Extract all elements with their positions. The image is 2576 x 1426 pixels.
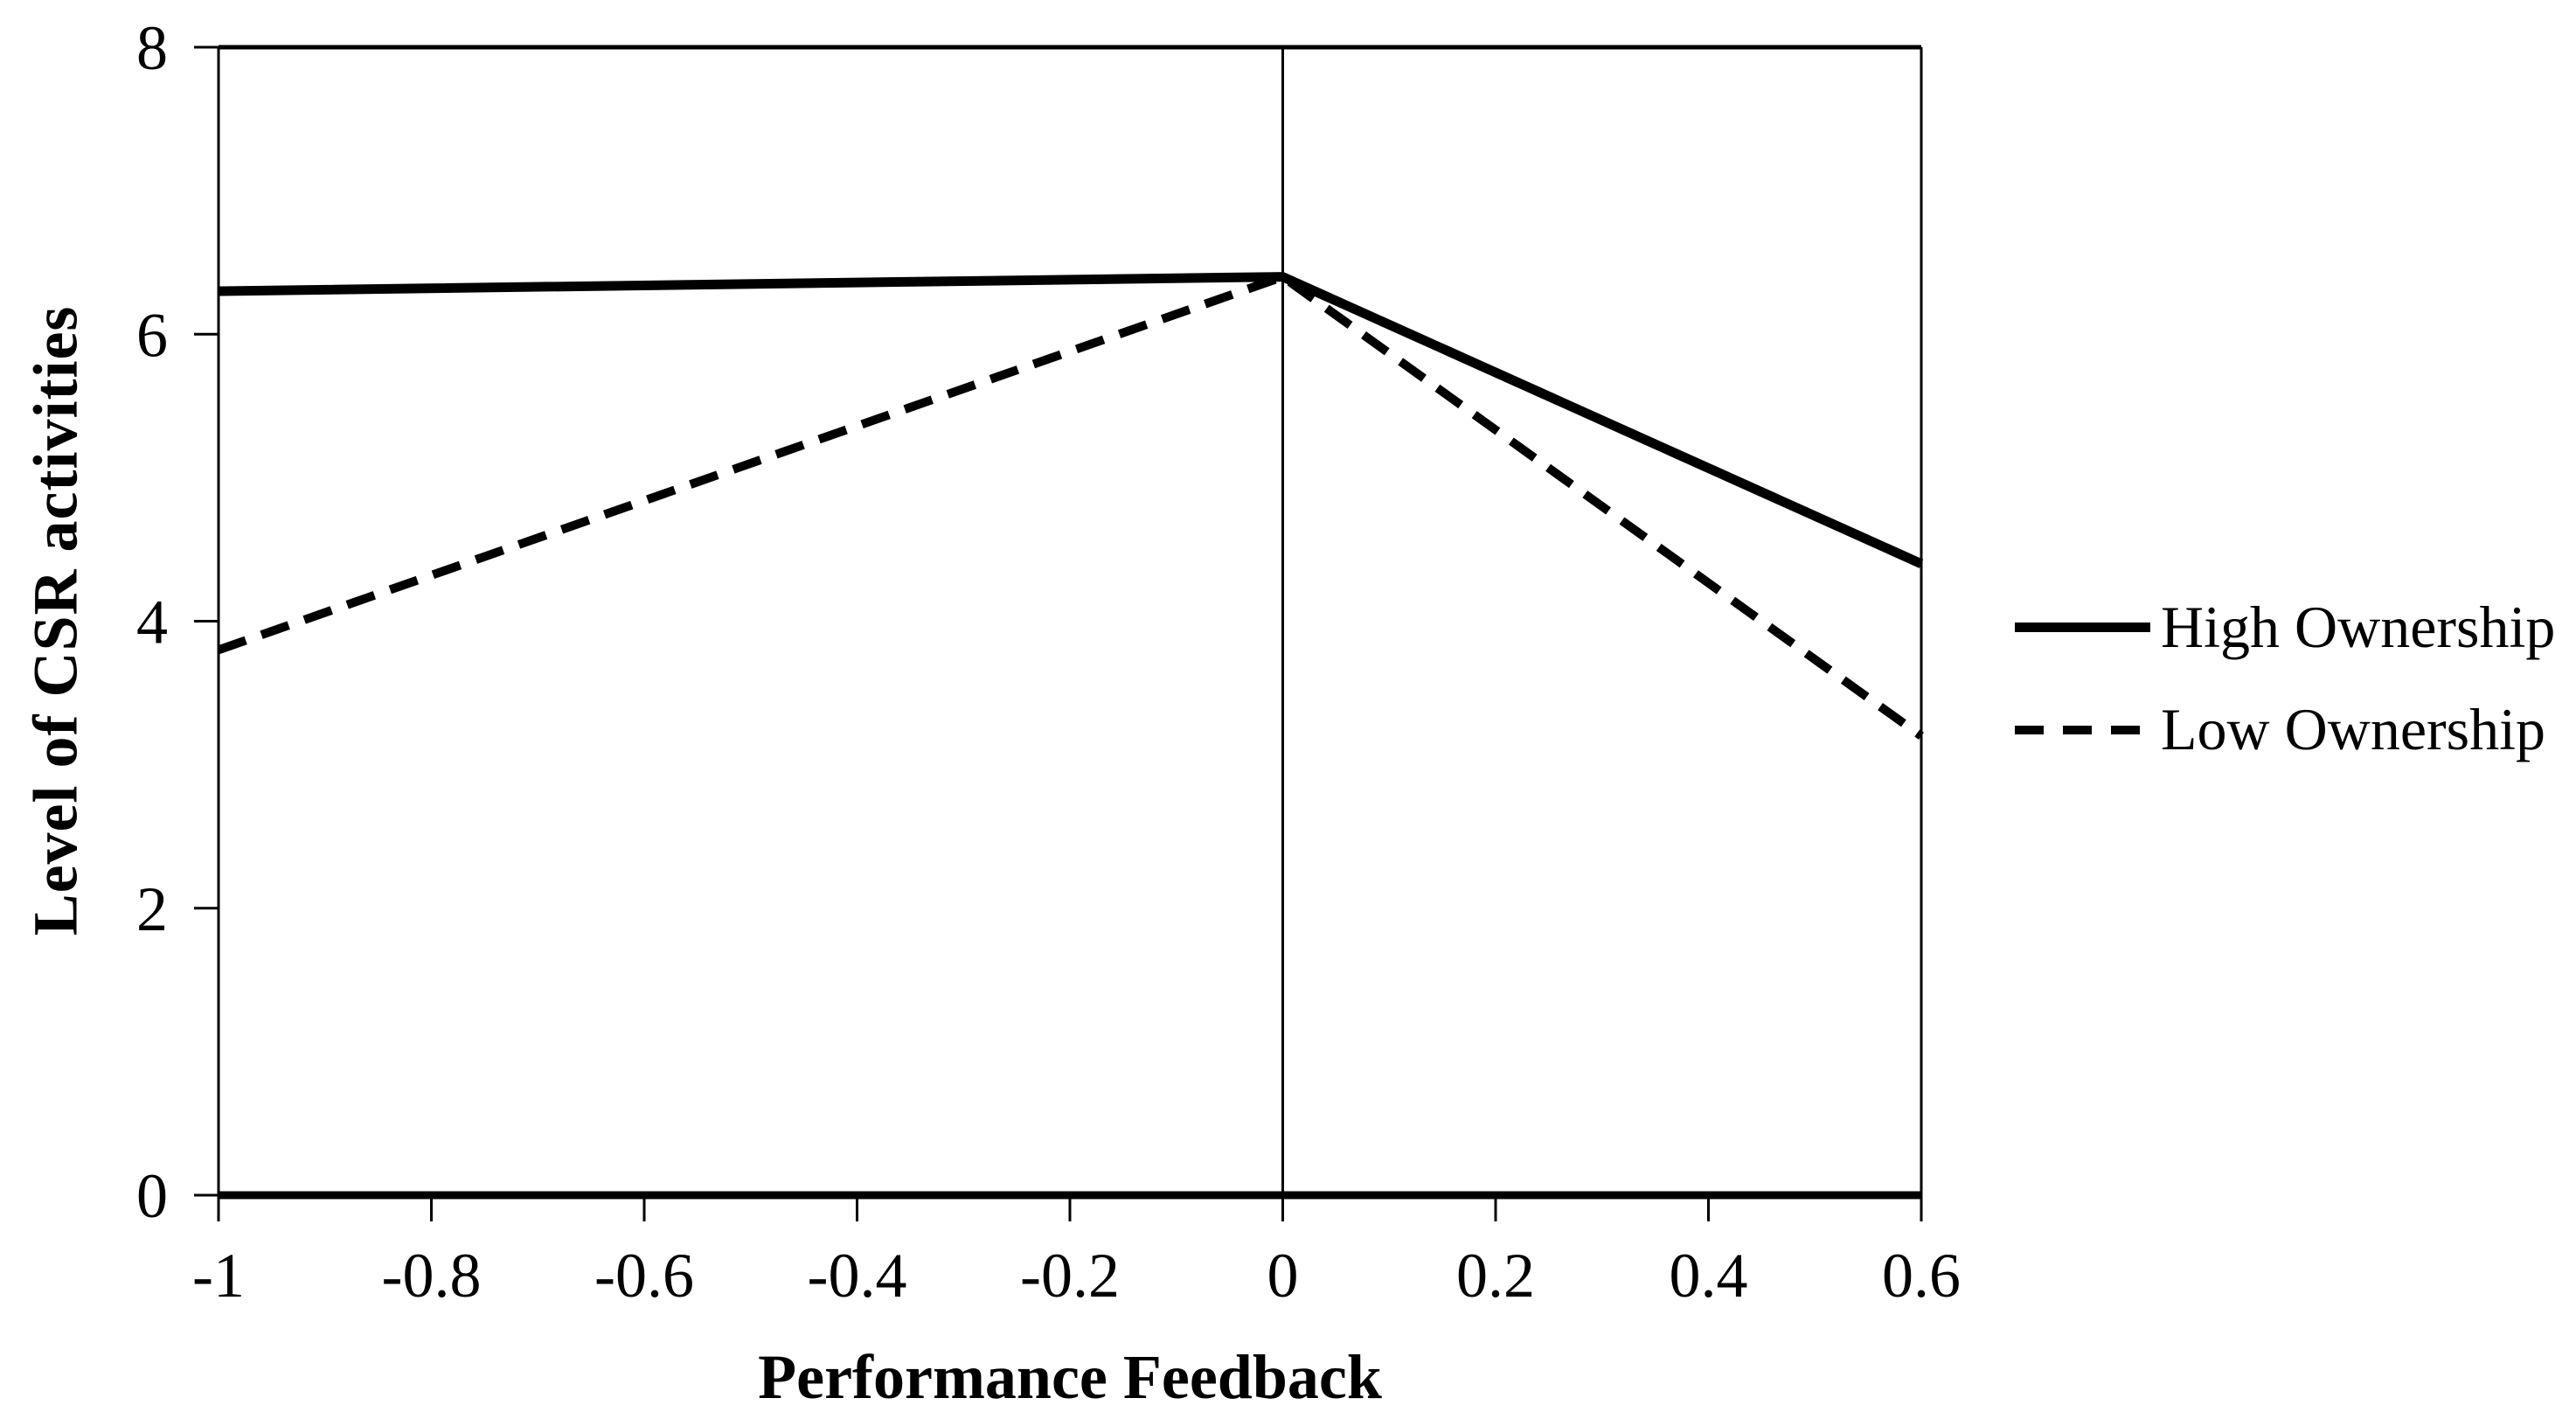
x-tick-label: -0.4 — [808, 1241, 907, 1311]
x-tick-label: 0.6 — [1882, 1241, 1961, 1311]
legend-item-high-ownership: High Ownership — [2015, 594, 2556, 660]
series-line-low-ownership — [217, 272, 1924, 740]
y-tick-label: 8 — [136, 13, 168, 83]
series-line-high-ownership — [218, 272, 1924, 568]
x-tick-label: -0.8 — [382, 1241, 482, 1311]
dashed-line-swatch — [2015, 725, 2150, 734]
y-axis-title: Level of CSR activities — [20, 305, 91, 936]
y-tick-label: 2 — [136, 874, 168, 944]
x-tick-label: -1 — [192, 1241, 245, 1311]
x-tick-label: 0.4 — [1670, 1241, 1748, 1311]
solid-line-swatch — [2015, 623, 2150, 632]
x-tick-label: 0 — [1267, 1241, 1299, 1311]
legend: High Ownership Low Ownership — [2015, 594, 2556, 762]
legend-item-low-ownership: Low Ownership — [2015, 696, 2555, 762]
legend-label-low-ownership: Low Ownership — [2161, 696, 2546, 762]
x-tick-label: 0.2 — [1456, 1241, 1535, 1311]
x-tick-label: -0.6 — [594, 1241, 694, 1311]
legend-label-high-ownership: High Ownership — [2161, 594, 2556, 660]
y-tick-label: 0 — [136, 1161, 168, 1231]
y-tick-label: 6 — [136, 300, 168, 370]
x-tick-label: -0.2 — [1020, 1241, 1120, 1311]
x-axis-title: Performance Feedback — [758, 1342, 1382, 1412]
y-tick-label: 4 — [136, 588, 168, 657]
